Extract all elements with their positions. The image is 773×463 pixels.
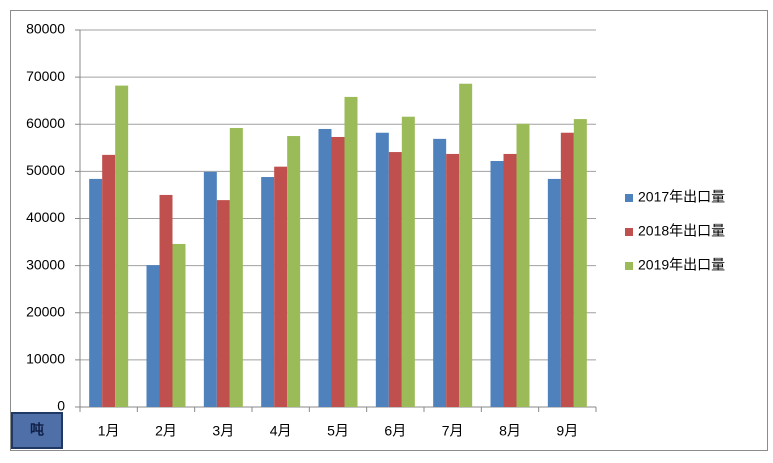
y-tick-label: 20000 (26, 303, 65, 319)
bar (446, 153, 460, 407)
bar (216, 200, 230, 407)
legend-swatch (625, 228, 633, 236)
bar (516, 123, 530, 407)
x-tick-label: 8月 (499, 423, 521, 439)
bar (503, 153, 517, 407)
y-tick-label: 30000 (26, 256, 65, 272)
legend-label: 2019年出口量 (638, 257, 725, 273)
x-tick-label: 5月 (327, 423, 349, 439)
bar (573, 119, 587, 407)
y-tick-label: 60000 (26, 115, 65, 131)
unit-box (11, 412, 63, 449)
bar (159, 194, 173, 407)
x-tick-label: 4月 (270, 423, 292, 439)
x-tick-label: 2月 (155, 423, 177, 439)
bar (172, 243, 186, 407)
y-tick-label: 10000 (26, 351, 65, 367)
bar (146, 265, 160, 407)
bar (261, 177, 275, 407)
x-tick-label: 9月 (556, 423, 578, 439)
y-tick-label: 80000 (26, 21, 65, 37)
unit-label: 吨 (30, 422, 44, 438)
bar (102, 154, 116, 407)
x-tick-label: 3月 (212, 423, 234, 439)
bar (560, 132, 574, 408)
bar (287, 136, 301, 407)
y-tick-label: 70000 (26, 68, 65, 84)
bar (433, 138, 447, 407)
y-tick-label: 0 (57, 398, 65, 414)
bar (388, 152, 402, 407)
bar (274, 166, 288, 407)
bar (229, 128, 243, 407)
legend-label: 2018年出口量 (638, 223, 725, 239)
bar (318, 128, 332, 407)
bar (401, 116, 415, 408)
x-tick-label: 6月 (384, 423, 406, 439)
legend-swatch (625, 262, 633, 270)
bar (115, 85, 129, 408)
bar (331, 136, 345, 407)
x-tick-label: 1月 (98, 423, 120, 439)
bar (375, 132, 389, 408)
bar (490, 161, 504, 407)
legend-label: 2017年出口量 (638, 189, 725, 205)
bar (344, 96, 358, 407)
y-tick-label: 50000 (26, 162, 65, 178)
bar (459, 83, 473, 407)
x-tick-label: 7月 (442, 423, 464, 439)
bar (547, 178, 561, 407)
y-tick-label: 40000 (26, 209, 65, 225)
bar (89, 178, 103, 407)
bar (203, 171, 217, 407)
legend-swatch (625, 194, 633, 202)
